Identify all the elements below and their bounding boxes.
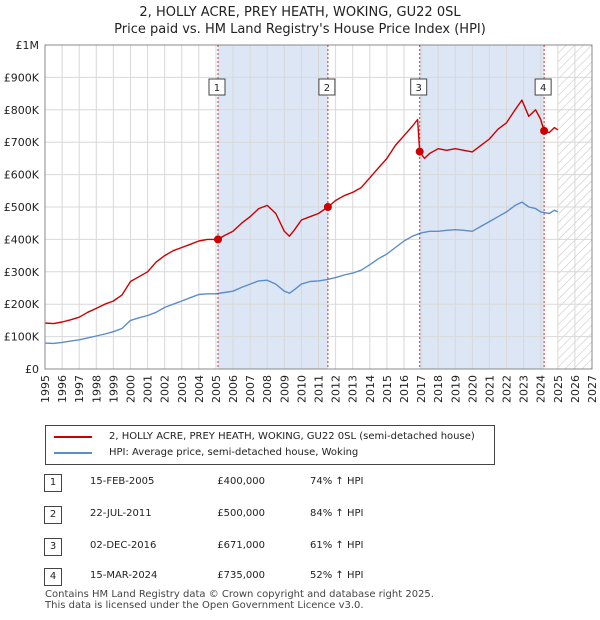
sale-label: 3 (416, 83, 422, 94)
x-tick-label: 2005 (210, 375, 223, 403)
plot-frame (44, 44, 593, 370)
sale-label-box (208, 78, 226, 96)
x-tick-label: 2011 (313, 375, 326, 403)
y-tick-label: £400K (4, 233, 40, 246)
sale-price: £400,000 (217, 476, 265, 487)
x-tick-label: 2021 (483, 375, 496, 403)
x-tick-label: 2018 (432, 375, 445, 403)
x-tick-label: 2000 (124, 375, 137, 403)
x-tick-label: 2022 (501, 375, 514, 403)
legend-label-hpi: HPI: Average price, semi-detached house,… (109, 447, 359, 458)
sale-label-box (534, 78, 552, 96)
sale-label: 4 (540, 83, 546, 94)
x-tick-label: 2003 (176, 375, 189, 403)
sale-date: 15-FEB-2005 (90, 476, 155, 487)
sale-point (323, 203, 332, 211)
x-tick-label: 2025 (552, 375, 565, 403)
sale-point (213, 235, 222, 244)
x-tick-label: 1998 (90, 375, 103, 403)
y-tick-label: £600K (4, 169, 40, 182)
x-tick-label: 1997 (73, 375, 86, 403)
table-row: 4 15-MAR-2024 £735,000 52% ↑ HPI (40, 568, 460, 588)
y-tick-label: £800K (4, 104, 40, 117)
chart-title-line1: 2, HOLLY ACRE, PREY HEATH, WOKING, GU22 … (139, 5, 461, 20)
sale-number-badge: 2 (44, 506, 62, 524)
x-tick-label: 2004 (193, 375, 206, 403)
x-tick-label: 2001 (142, 375, 155, 403)
sale-number-badge: 3 (44, 538, 62, 556)
x-tick-label: 1996 (56, 375, 69, 403)
x-tick-label: 2027 (586, 375, 599, 403)
x-tick-label: 2014 (364, 375, 377, 403)
sale-price: £671,000 (217, 540, 265, 551)
table-row: 1 15-FEB-2005 £400,000 74% ↑ HPI (40, 474, 460, 494)
y-tick-label: £700K (4, 136, 40, 149)
x-tick-label: 2007 (244, 375, 257, 403)
x-tick-label: 2010 (295, 375, 308, 403)
x-tick-label: 2009 (278, 375, 291, 403)
property-price-line (45, 99, 559, 325)
table-row: 2 22-JUL-2011 £500,000 84% ↑ HPI (40, 506, 460, 526)
footer-copyright: Contains HM Land Registry data © Crown c… (45, 589, 434, 600)
sale-date: 02-DEC-2016 (90, 540, 157, 551)
price-chart: £0 £100K £200K £300K £400K £500K £600K £700K £80… (4, 39, 599, 403)
legend-label-property: 2, HOLLY ACRE, PREY HEATH, WOKING, GU22 … (109, 431, 475, 442)
hpi-line (45, 201, 559, 345)
x-tick-label: 1999 (107, 375, 120, 403)
sale-date: 15-MAR-2024 (90, 570, 158, 581)
footer-licence: This data is licensed under the Open Gov… (45, 600, 364, 611)
x-tick-label: 2024 (535, 375, 548, 403)
sale-price: £500,000 (217, 508, 265, 519)
x-tick-label: 2019 (449, 375, 462, 403)
sale-number-badge: 4 (44, 568, 62, 586)
sale-point (540, 126, 549, 135)
x-tick-label: 2023 (518, 375, 531, 403)
x-tick-label: 2002 (159, 375, 172, 403)
legend-swatch-hpi (54, 452, 92, 454)
sale-price: £735,000 (217, 570, 265, 581)
sale-label-box (410, 78, 428, 96)
sale-label: 2 (324, 83, 330, 94)
x-tick-label: 2015 (381, 375, 394, 403)
sale-number-badge: 1 (44, 474, 62, 492)
x-tick-label: 1995 (39, 375, 52, 403)
sale-hpi-change: 52% ↑ HPI (310, 570, 364, 581)
legend-swatch-property (54, 436, 92, 438)
y-tick-label: £100K (4, 331, 40, 344)
x-tick-label: 2006 (227, 375, 240, 403)
footer: Contains HM Land Registry data © Crown c… (45, 589, 434, 611)
chart-title-line2: Price paid vs. HM Land Registry's House … (114, 22, 486, 37)
sale-hpi-change: 61% ↑ HPI (310, 540, 364, 551)
legend: 2, HOLLY ACRE, PREY HEATH, WOKING, GU22 … (45, 425, 495, 465)
sale-point (415, 147, 424, 156)
x-tick-label: 2008 (261, 375, 274, 403)
sale-date: 22-JUL-2011 (90, 508, 152, 519)
x-tick-label: 2016 (398, 375, 411, 403)
y-tick-label: £500K (4, 201, 40, 214)
sale-label-box (318, 78, 336, 96)
sale-hpi-change: 74% ↑ HPI (310, 476, 364, 487)
y-tick-label: £0 (25, 363, 39, 376)
sale-label: 1 (214, 83, 220, 94)
x-tick-label: 2020 (466, 375, 479, 403)
chart-title: 2, HOLLY ACRE, PREY HEATH, WOKING, GU22 … (0, 4, 600, 38)
x-tick-label: 2017 (415, 375, 428, 403)
sale-hpi-change: 84% ↑ HPI (310, 508, 364, 519)
y-tick-label: £300K (4, 266, 40, 279)
x-tick-label: 2026 (569, 375, 582, 403)
x-tick-label: 2012 (330, 375, 343, 403)
y-tick-label: £200K (4, 298, 40, 311)
x-tick-label: 2013 (347, 375, 360, 403)
y-tick-label: £1M (16, 39, 40, 52)
table-row: 3 02-DEC-2016 £671,000 61% ↑ HPI (40, 538, 460, 558)
y-tick-label: £900K (4, 71, 40, 84)
